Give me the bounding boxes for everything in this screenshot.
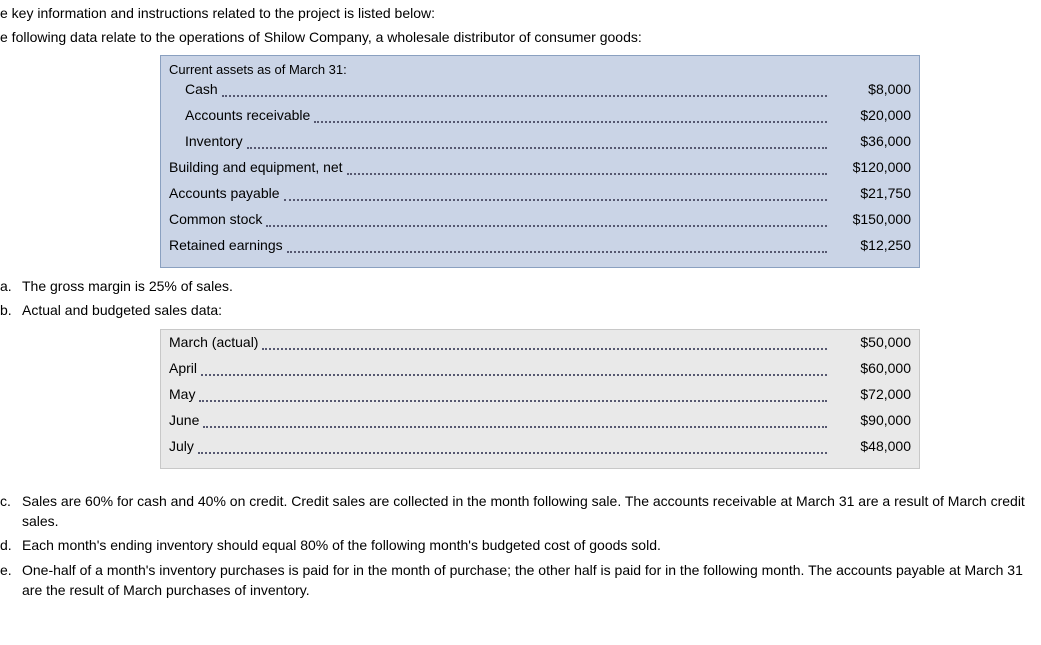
row-value: $60,000 — [831, 360, 911, 376]
row-label: Building and equipment, net — [169, 159, 343, 175]
table-row: Accounts receivable $20,000 — [169, 107, 911, 133]
assets-table-header: Current assets as of March 31: — [169, 60, 911, 81]
table-row: Building and equipment, net $120,000 — [169, 159, 911, 185]
item-text: One-half of a month's inventory purchase… — [22, 560, 1041, 601]
item-text: The gross margin is 25% of sales. — [22, 276, 1041, 296]
row-dots — [247, 147, 827, 149]
row-label: Common stock — [169, 211, 262, 227]
row-label: Retained earnings — [169, 237, 283, 253]
table-row: Retained earnings $12,250 — [169, 237, 911, 263]
item-letter: b. — [0, 300, 22, 320]
table-row: Inventory $36,000 — [169, 133, 911, 159]
row-dots — [198, 452, 827, 454]
item-d: d. Each month's ending inventory should … — [0, 535, 1041, 555]
item-letter: e. — [0, 560, 22, 601]
item-letter: d. — [0, 535, 22, 555]
row-dots — [284, 199, 827, 201]
row-dots — [199, 400, 827, 402]
row-value: $150,000 — [831, 211, 911, 227]
row-dots — [314, 121, 827, 123]
item-letter: a. — [0, 276, 22, 296]
row-dots — [222, 95, 827, 97]
row-value: $36,000 — [831, 133, 911, 149]
row-value: $21,750 — [831, 185, 911, 201]
table-row: Common stock $150,000 — [169, 211, 911, 237]
row-dots — [287, 251, 827, 253]
table-row: Accounts payable $21,750 — [169, 185, 911, 211]
item-text: Each month's ending inventory should equ… — [22, 535, 1041, 555]
item-letter: c. — [0, 491, 22, 532]
row-dots — [347, 173, 827, 175]
row-label: March (actual) — [169, 334, 258, 350]
row-label: Cash — [169, 81, 218, 97]
item-b: b. Actual and budgeted sales data: — [0, 300, 1041, 320]
row-value: $8,000 — [831, 81, 911, 97]
intro-line-1: e key information and instructions relat… — [0, 4, 1041, 24]
row-value: $72,000 — [831, 386, 911, 402]
table-row: April $60,000 — [169, 360, 911, 386]
row-value: $90,000 — [831, 412, 911, 428]
row-dots — [201, 374, 827, 376]
item-e: e. One-half of a month's inventory purch… — [0, 560, 1041, 601]
table-row: July $48,000 — [169, 438, 911, 464]
row-value: $20,000 — [831, 107, 911, 123]
table-row: June $90,000 — [169, 412, 911, 438]
row-value: $120,000 — [831, 159, 911, 175]
sales-table: March (actual) $50,000 April $60,000 May… — [160, 329, 920, 469]
row-label: Accounts payable — [169, 185, 280, 201]
row-dots — [266, 225, 827, 227]
item-a: a. The gross margin is 25% of sales. — [0, 276, 1041, 296]
row-label: Accounts receivable — [169, 107, 310, 123]
table-row: May $72,000 — [169, 386, 911, 412]
table-row: March (actual) $50,000 — [169, 334, 911, 360]
assets-table: Current assets as of March 31: Cash $8,0… — [160, 55, 920, 268]
row-value: $48,000 — [831, 438, 911, 454]
row-label: July — [169, 438, 194, 454]
table-row: Cash $8,000 — [169, 81, 911, 107]
row-label: Inventory — [169, 133, 243, 149]
item-text: Sales are 60% for cash and 40% on credit… — [22, 491, 1041, 532]
row-label: April — [169, 360, 197, 376]
row-dots — [203, 426, 827, 428]
item-text: Actual and budgeted sales data: — [22, 300, 1041, 320]
intro-line-2: e following data relate to the operation… — [0, 28, 1041, 48]
item-c: c. Sales are 60% for cash and 40% on cre… — [0, 491, 1041, 532]
row-dots — [262, 348, 827, 350]
row-value: $50,000 — [831, 334, 911, 350]
row-label: May — [169, 386, 195, 402]
row-label: June — [169, 412, 199, 428]
row-value: $12,250 — [831, 237, 911, 253]
